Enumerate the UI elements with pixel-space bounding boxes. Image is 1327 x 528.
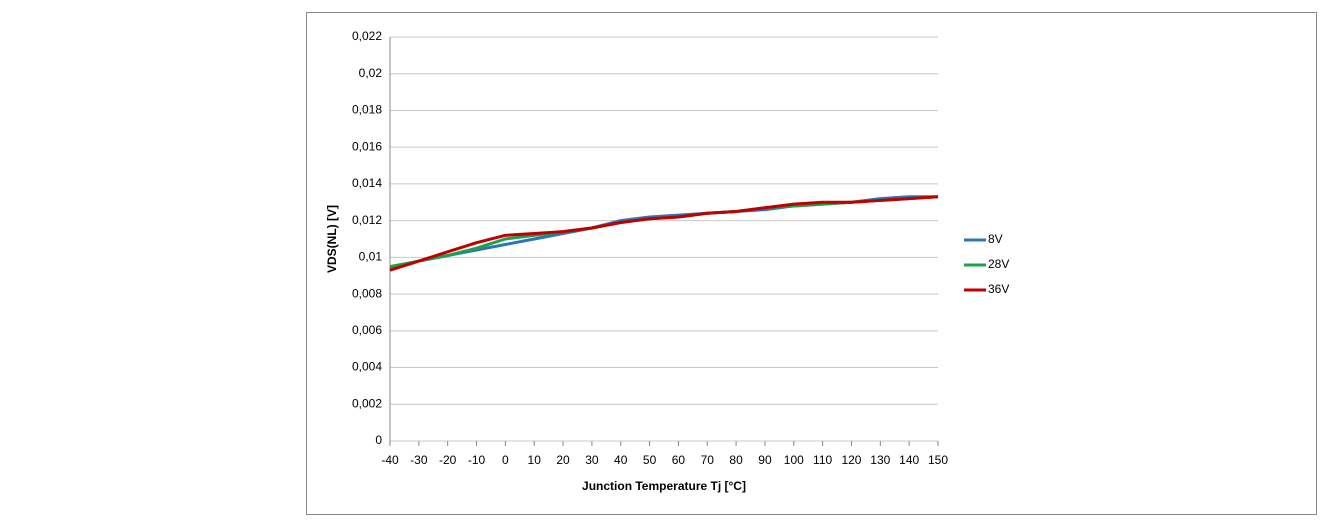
x-tick-label: 140: [899, 453, 919, 467]
series-line: [389, 195, 939, 272]
y-axis-title: VDS(NL) [V]: [325, 205, 339, 273]
y-tick-label: 0,01: [359, 250, 383, 264]
y-tick-label: 0,02: [359, 66, 383, 80]
y-tick-label: 0,014: [352, 176, 382, 190]
x-tick-label: 90: [758, 453, 772, 467]
x-tick-label: 60: [672, 453, 686, 467]
x-tick-label: 70: [701, 453, 715, 467]
legend-label: 8V: [988, 232, 1003, 246]
x-tick-label: 100: [784, 453, 804, 467]
legend-label: 36V: [988, 282, 1009, 296]
x-tick-label: 0: [502, 453, 509, 467]
y-tick-label: 0,016: [352, 139, 382, 153]
x-tick-label: 110: [813, 453, 832, 467]
x-tick-label: 40: [614, 453, 628, 467]
x-tick-label: 30: [585, 453, 599, 467]
x-tick-label: 10: [528, 453, 542, 467]
x-tick-label: 150: [928, 453, 948, 467]
x-tick-label: -10: [468, 453, 486, 467]
x-tick-label: 130: [870, 453, 890, 467]
y-tick-label: 0,018: [352, 103, 382, 117]
x-tick-label: 80: [729, 453, 743, 467]
x-tick-label: 20: [556, 453, 570, 467]
legend-label: 28V: [988, 257, 1009, 271]
y-tick-label: 0,022: [352, 29, 382, 43]
y-tick-label: 0,002: [352, 396, 382, 410]
x-axis-title: Junction Temperature Tj [°C]: [582, 479, 746, 493]
x-tick-label: -40: [381, 453, 399, 467]
y-tick-label: 0,006: [352, 323, 382, 337]
x-tick-label: 50: [643, 453, 657, 467]
x-tick-label: 120: [841, 453, 861, 467]
x-tick-label: -30: [410, 453, 428, 467]
y-tick-label: 0,008: [352, 286, 382, 300]
y-tick-label: 0,012: [352, 213, 382, 227]
y-tick-label: 0,004: [352, 360, 382, 374]
y-tick-label: 0: [375, 433, 382, 447]
chart-frame: [306, 12, 1317, 515]
x-tick-label: -20: [439, 453, 457, 467]
